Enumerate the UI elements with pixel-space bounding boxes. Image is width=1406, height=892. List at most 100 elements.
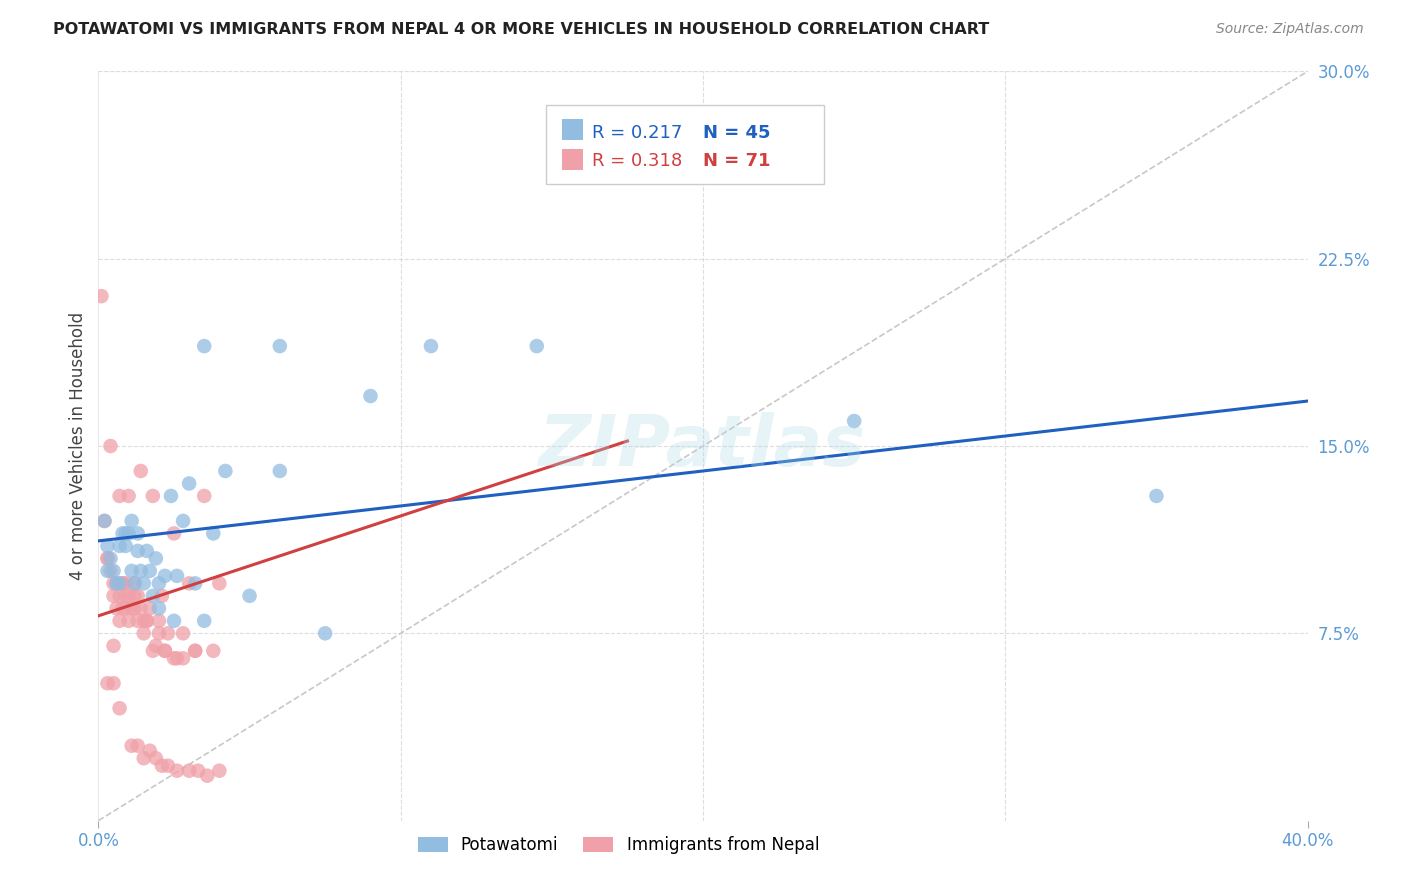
Point [108,589,131,603]
Text: POTAWATOMI VS IMMIGRANTS FROM NEPAL 4 OR MORE VEHICLES IN HOUSEHOLD CORRELATION : POTAWATOMI VS IMMIGRANTS FROM NEPAL 4 OR… [53,22,990,37]
Point [127,544,149,558]
Point [127,739,149,753]
Point [96,551,118,566]
Point [129,564,152,578]
Point [118,589,141,603]
Point [269,339,291,353]
Point [163,651,186,665]
Point [208,576,231,591]
Point [139,744,162,758]
Point [142,589,165,603]
Point [148,626,170,640]
Point [202,526,225,541]
Point [145,639,167,653]
Point [114,576,136,591]
Text: N = 71: N = 71 [703,153,770,170]
Point [127,614,149,628]
Point [108,701,131,715]
FancyBboxPatch shape [546,105,824,184]
Point [163,526,186,541]
Legend: Potawatomi, Immigrants from Nepal: Potawatomi, Immigrants from Nepal [411,830,825,861]
Point [111,601,134,615]
Point [179,764,201,778]
Point [166,651,188,665]
Point [105,576,128,591]
Point [103,564,125,578]
Point [148,614,170,628]
Point [844,414,866,428]
Point [135,544,157,558]
Point [118,489,141,503]
Bar [561,120,583,140]
Point [114,589,136,603]
Point [239,589,262,603]
Point [153,569,176,583]
Point [142,644,165,658]
Point [114,526,136,541]
Point [132,576,155,591]
Point [118,614,141,628]
Point [420,339,443,353]
Point [150,589,173,603]
Point [96,551,118,566]
Point [360,389,382,403]
Point [135,614,157,628]
Point [132,751,155,765]
Point [124,601,146,615]
Point [103,639,125,653]
Point [105,601,128,615]
Point [129,464,152,478]
Point [156,758,179,772]
Point [103,676,125,690]
Point [96,676,118,690]
Point [145,551,167,566]
Point [129,601,152,615]
Point [179,576,201,591]
Point [100,439,122,453]
Point [153,644,176,658]
Point [142,489,165,503]
Point [269,464,291,478]
Point [193,489,215,503]
Point [153,644,176,658]
Point [93,514,115,528]
Point [114,539,136,553]
Point [108,576,131,591]
Point [156,626,179,640]
Point [148,576,170,591]
Point [172,651,194,665]
Point [114,601,136,615]
Point [111,526,134,541]
Point [193,614,215,628]
Text: N = 45: N = 45 [703,124,770,142]
Point [214,464,236,478]
Point [166,569,188,583]
Point [184,644,207,658]
Point [124,576,146,591]
Point [172,626,194,640]
Text: ZIPatlas: ZIPatlas [540,411,866,481]
Y-axis label: 4 or more Vehicles in Household: 4 or more Vehicles in Household [69,312,87,580]
Point [124,576,146,591]
Point [121,564,143,578]
Point [314,626,336,640]
Point [184,576,207,591]
Point [105,576,128,591]
Point [108,539,131,553]
Point [184,644,207,658]
Point [103,589,125,603]
Text: Source: ZipAtlas.com: Source: ZipAtlas.com [1216,22,1364,37]
Point [118,526,141,541]
Point [100,551,122,566]
Point [96,564,118,578]
Point [124,589,146,603]
Point [195,769,218,783]
Text: R = 0.217: R = 0.217 [592,124,682,142]
Point [145,751,167,765]
Point [132,614,155,628]
Point [187,764,209,778]
Point [111,576,134,591]
Point [121,601,143,615]
Point [150,758,173,772]
Point [96,539,118,553]
